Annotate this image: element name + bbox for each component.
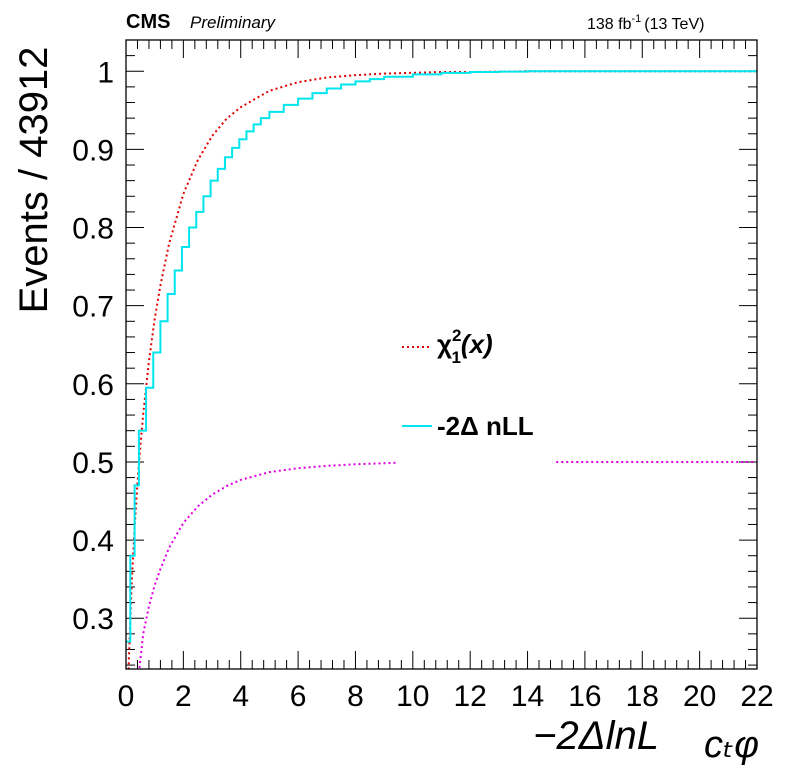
legend-label-nll: -2Δ nLL (437, 411, 534, 441)
y-tick-labels: 0.3 0.4 0.5 0.6 0.7 0.8 0.9 1 (72, 56, 114, 636)
x-tick-label: 4 (232, 680, 249, 713)
x-tick-label: 12 (453, 680, 486, 713)
energy-label: (13 TeV) (644, 16, 704, 33)
lumi-value: 138 fb (587, 16, 632, 33)
x-axis-title: −2ΔlnL (533, 714, 659, 758)
legend-chi2-sup: 2 (452, 326, 461, 345)
series-magenta-line-0 (138, 461, 399, 669)
legend-chi2-tail: (x) (461, 329, 493, 359)
y-axis-title: Events / 43912 (12, 47, 56, 314)
y-tick-label: 0.8 (72, 213, 114, 246)
y-tick-label: 0.6 (72, 369, 114, 402)
x-tick-label: 8 (347, 680, 364, 713)
y-tick-label: 0.4 (72, 525, 114, 558)
x-tick-label: 20 (683, 680, 716, 713)
x-tick-label: 6 (290, 680, 307, 713)
series-layer (126, 70, 757, 669)
x-tick-label: 14 (511, 680, 544, 713)
axis-ticks (125, 39, 758, 669)
status-label: Preliminary (190, 13, 277, 32)
series-nll-step (126, 70, 757, 643)
lumi-exponent: -1 (631, 13, 641, 25)
x-tick-label: 0 (118, 680, 135, 713)
legend-label-chi2: χ2 1(x) (437, 326, 493, 367)
y-tick-label: 1 (97, 56, 114, 89)
lumi-label: 138 fb-1 (13 TeV) (587, 13, 704, 33)
x-tick-label: 16 (568, 680, 601, 713)
x-axis-param-label: cₜφ (704, 724, 759, 766)
legend-chi2-sub: 1 (451, 348, 460, 367)
x-tick-label: 22 (740, 680, 773, 713)
y-tick-label: 0.7 (72, 291, 114, 324)
x-tick-labels: 0 2 4 6 8 10 12 14 16 18 20 22 (118, 680, 774, 713)
plot-frame (125, 39, 758, 670)
y-tick-label: 0.5 (72, 447, 114, 480)
experiment-label: CMS (126, 11, 170, 33)
series-chi2-line (127, 70, 757, 669)
x-tick-label: 10 (396, 680, 429, 713)
y-tick-label: 0.9 (72, 134, 114, 167)
legend: χ2 1(x) -2Δ nLL (402, 326, 534, 441)
x-tick-label: 18 (626, 680, 659, 713)
y-tick-label: 0.3 (72, 603, 114, 636)
x-tick-label: 2 (175, 680, 192, 713)
legend-chi2-base: χ (437, 329, 452, 359)
